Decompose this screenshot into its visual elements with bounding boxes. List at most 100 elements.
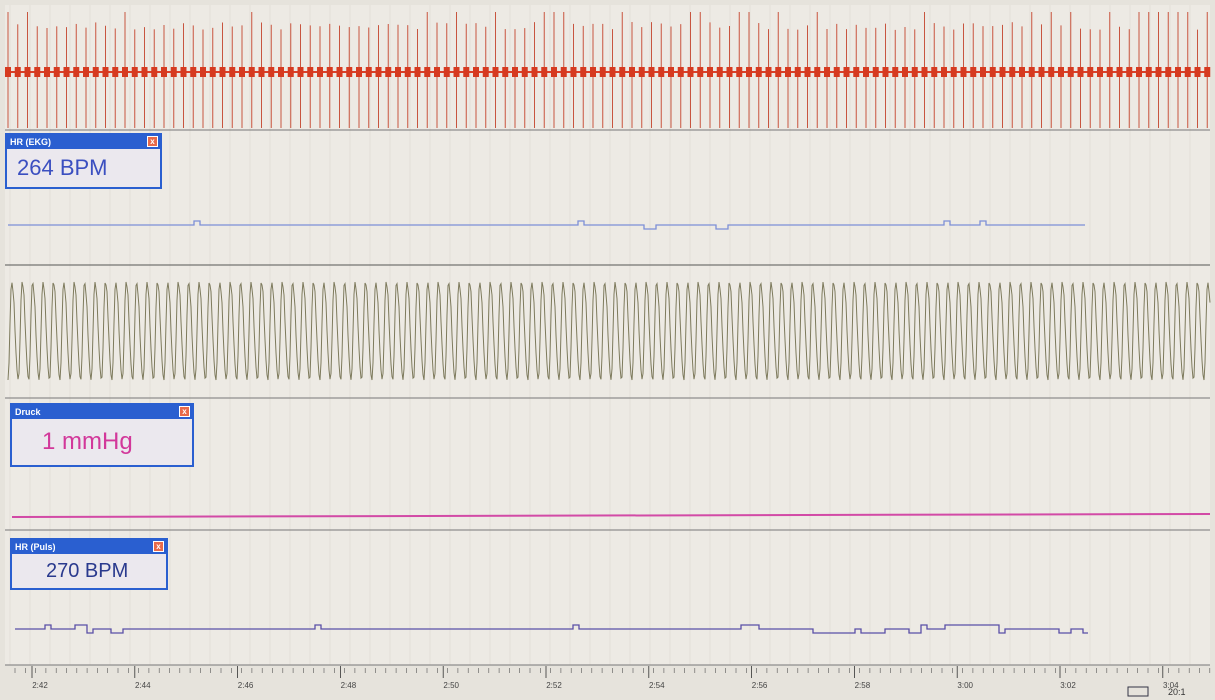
ecg-complex [317,67,323,77]
ecg-complex [502,67,508,77]
box-label: Druck [15,407,41,417]
ecg-complex [239,67,245,77]
ecg-complex [590,67,596,77]
ecg-complex [717,67,723,77]
box-value: 270 BPM [12,554,166,588]
close-button[interactable]: x [179,406,190,417]
ecg-complex [132,67,138,77]
box-title: Druck x [12,405,192,419]
time-label: 3:00 [957,681,973,690]
ecg-complex [1029,67,1035,77]
time-label: 3:02 [1060,681,1076,690]
ecg-complex [44,67,50,77]
ecg-complex [366,67,372,77]
time-label: 2:54 [649,681,665,690]
ecg-complex [171,67,177,77]
ecg-complex [161,67,167,77]
ecg-complex [902,67,908,77]
ecg-complex [678,67,684,77]
ecg-complex [5,67,11,77]
ecg-complex [181,67,187,77]
ecg-complex [434,67,440,77]
ecg-complex [892,67,898,77]
ecg-complex [483,67,489,77]
ecg-complex [658,67,664,77]
zoom-icon[interactable] [1128,687,1148,696]
hr-puls-box[interactable]: HR (Puls) x 270 BPM [10,538,168,590]
ecg-complex [1136,67,1142,77]
close-button[interactable]: x [147,136,158,147]
ecg-complex [688,67,694,77]
time-label: 2:52 [546,681,562,690]
ecg-complex [922,67,928,77]
ecg-complex [873,67,879,77]
ecg-complex [863,67,869,77]
ecg-complex [1126,67,1132,77]
ecg-complex [1097,67,1103,77]
ecg-complex [356,67,362,77]
time-label: 2:56 [752,681,768,690]
ecg-complex [639,67,645,77]
ecg-complex [103,67,109,77]
ecg-complex [54,67,60,77]
ecg-complex [112,67,118,77]
time-label: 2:46 [238,681,254,690]
ecg-complex [259,67,265,77]
ecg-complex [93,67,99,77]
zoom-control[interactable]: 20:1 [1128,687,1186,697]
ecg-complex [775,67,781,77]
time-axis: 2:422:442:462:482:502:522:542:562:583:00… [15,666,1210,690]
ecg-complex [122,67,128,77]
ecg-complex [493,67,499,77]
ecg-complex [580,67,586,77]
ecg-complex [649,67,655,77]
ecg-complex [25,67,31,77]
ecg-complex [512,67,518,77]
time-label: 2:48 [341,681,357,690]
ecg-complex [532,67,538,77]
ecg-complex [541,67,547,77]
ecg-complex [1204,67,1210,77]
ecg-complex [697,67,703,77]
ecg-complex [1009,67,1015,77]
time-label: 2:58 [855,681,871,690]
ecg-complex [1165,67,1171,77]
ecg-complex [814,67,820,77]
ecg-complex [151,67,157,77]
ecg-complex [571,67,577,77]
monitor-screen: 2:422:442:462:482:502:522:542:562:583:00… [0,0,1215,700]
ecg-complex [834,67,840,77]
ecg-complex [736,67,742,77]
ecg-complex [337,67,343,77]
ecg-complex [463,67,469,77]
close-button[interactable]: x [153,541,164,552]
ecg-complex [844,67,850,77]
ecg-complex [561,67,567,77]
ecg-complex [707,67,713,77]
ecg-complex [1195,67,1201,77]
ecg-complex [1175,67,1181,77]
box-label: HR (Puls) [15,542,56,552]
ecg-complex [190,67,196,77]
hr-ekg-box[interactable]: HR (EKG) x 264 BPM [5,133,162,189]
time-label: 2:44 [135,681,151,690]
ecg-complex [805,67,811,77]
ecg-complex [1087,67,1093,77]
ecg-complex [668,67,674,77]
ecg-complex [142,67,148,77]
ecg-complex [229,67,235,77]
ecg-complex [346,67,352,77]
box-label: HR (EKG) [10,137,51,147]
ecg-complex [795,67,801,77]
ecg-complex [210,67,216,77]
ecg-complex [200,67,206,77]
ecg-complex [1068,67,1074,77]
box-value: 264 BPM [7,149,160,187]
ecg-complex [415,67,421,77]
ecg-complex [268,67,274,77]
ecg-complex [941,67,947,77]
ecg-complex [970,67,976,77]
ecg-complex [1058,67,1064,77]
ecg-complex [454,67,460,77]
